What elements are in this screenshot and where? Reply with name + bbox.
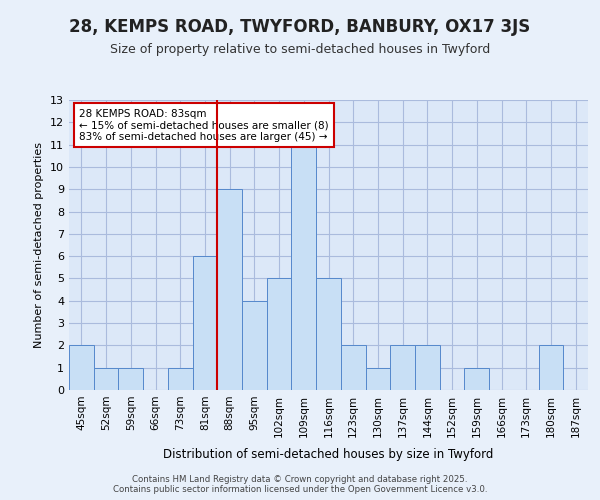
Bar — [168, 368, 193, 390]
Bar — [464, 368, 489, 390]
Bar — [316, 278, 341, 390]
Bar — [94, 368, 118, 390]
Bar — [390, 346, 415, 390]
X-axis label: Distribution of semi-detached houses by size in Twyford: Distribution of semi-detached houses by … — [163, 448, 494, 461]
Text: 28 KEMPS ROAD: 83sqm
← 15% of semi-detached houses are smaller (8)
83% of semi-d: 28 KEMPS ROAD: 83sqm ← 15% of semi-detac… — [79, 108, 329, 142]
Text: Contains HM Land Registry data © Crown copyright and database right 2025.: Contains HM Land Registry data © Crown c… — [132, 475, 468, 484]
Bar — [365, 368, 390, 390]
Bar — [193, 256, 217, 390]
Text: Contains public sector information licensed under the Open Government Licence v3: Contains public sector information licen… — [113, 485, 487, 494]
Y-axis label: Number of semi-detached properties: Number of semi-detached properties — [34, 142, 44, 348]
Bar — [341, 346, 365, 390]
Bar — [217, 189, 242, 390]
Bar — [69, 346, 94, 390]
Bar — [415, 346, 440, 390]
Text: Size of property relative to semi-detached houses in Twyford: Size of property relative to semi-detach… — [110, 42, 490, 56]
Bar — [242, 301, 267, 390]
Bar — [118, 368, 143, 390]
Text: 28, KEMPS ROAD, TWYFORD, BANBURY, OX17 3JS: 28, KEMPS ROAD, TWYFORD, BANBURY, OX17 3… — [70, 18, 530, 36]
Bar — [292, 144, 316, 390]
Bar — [539, 346, 563, 390]
Bar — [267, 278, 292, 390]
